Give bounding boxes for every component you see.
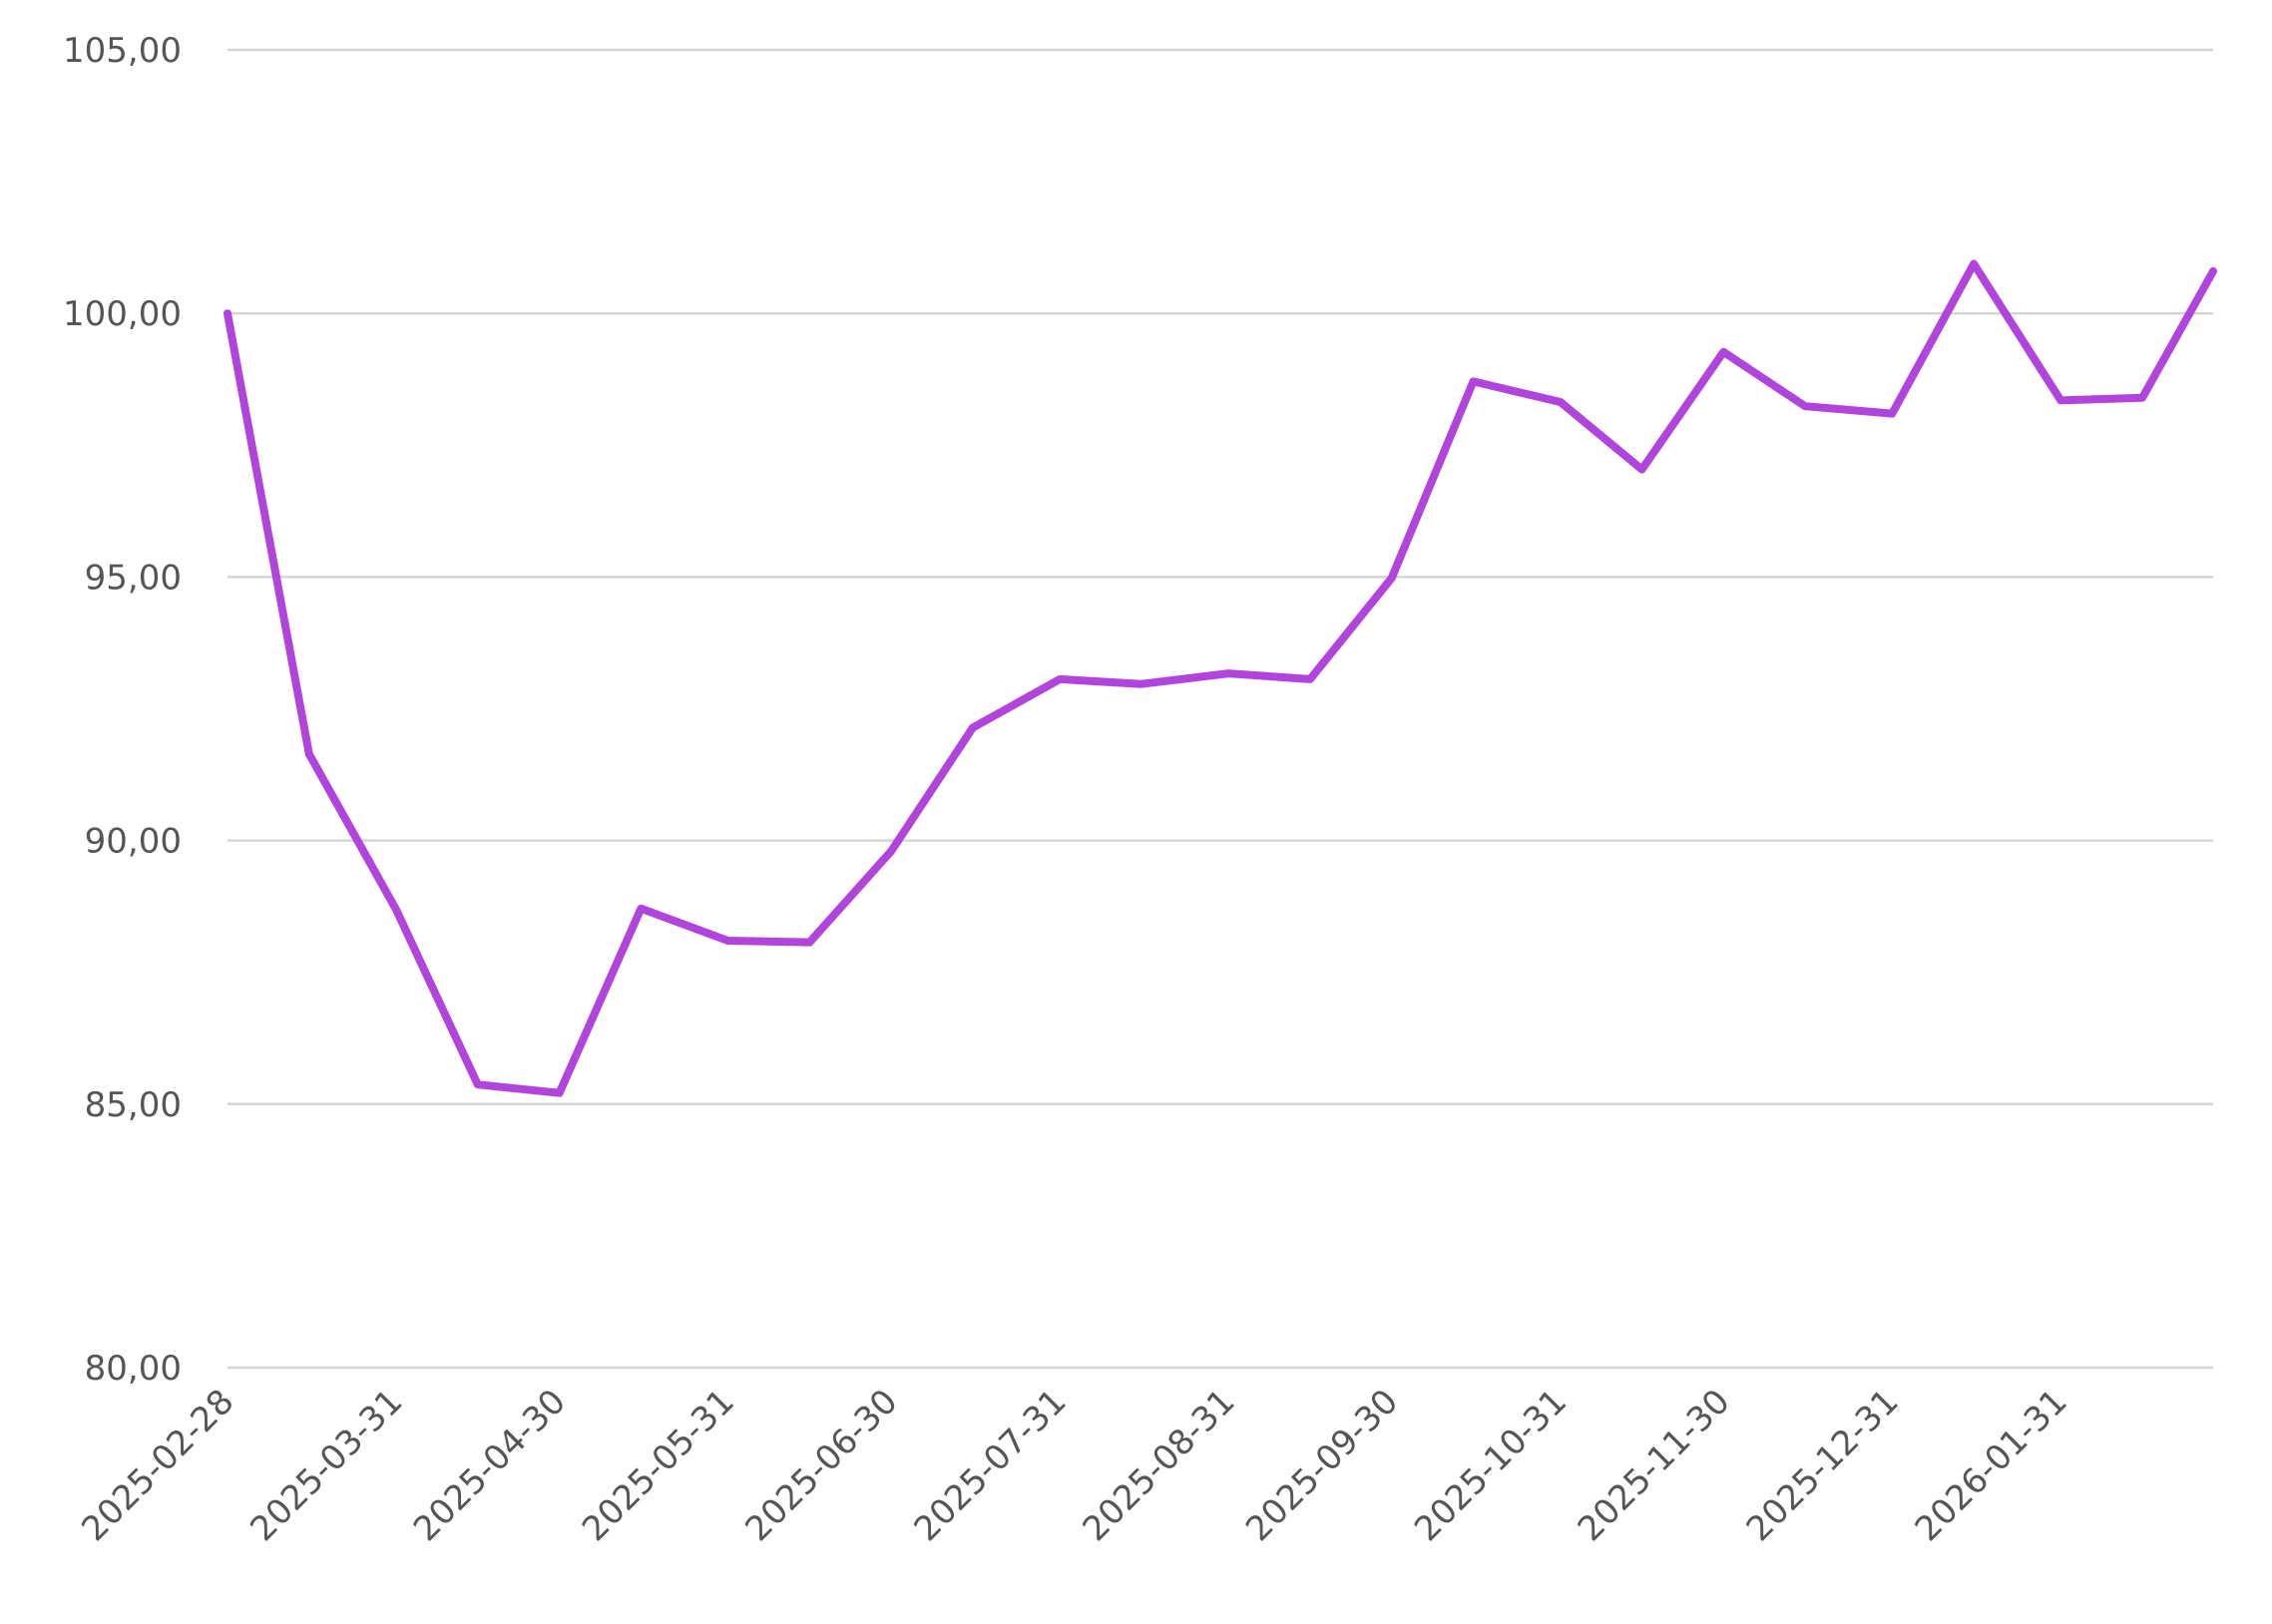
x-tick-label: 2025-12-31 — [1739, 1382, 1907, 1549]
x-tick-label: 2025-11-30 — [1571, 1382, 1738, 1549]
x-tick-label: 2025-08-31 — [1076, 1382, 1243, 1549]
y-tick-label: 80,00 — [85, 1349, 182, 1389]
x-tick-label: 2025-06-30 — [738, 1382, 906, 1549]
x-tick-label: 2025-10-31 — [1407, 1382, 1575, 1549]
y-tick-label: 85,00 — [85, 1085, 182, 1125]
x-tick-label: 2025-04-30 — [406, 1382, 574, 1549]
y-tick-label: 95,00 — [85, 558, 182, 598]
x-tick-label: 2026-01-31 — [1908, 1382, 2075, 1549]
y-tick-label: 105,00 — [63, 31, 182, 71]
x-tick-label: 2025-03-31 — [242, 1382, 410, 1549]
x-tick-label: 2025-02-28 — [74, 1382, 241, 1549]
y-tick-label: 90,00 — [85, 822, 182, 862]
x-tick-label: 2025-05-31 — [575, 1382, 742, 1549]
x-tick-label: 2025-09-30 — [1238, 1382, 1406, 1549]
data-line — [224, 259, 2217, 1097]
x-tick-label: 2025-07-31 — [907, 1382, 1075, 1549]
y-tick-label: 100,00 — [63, 294, 182, 334]
